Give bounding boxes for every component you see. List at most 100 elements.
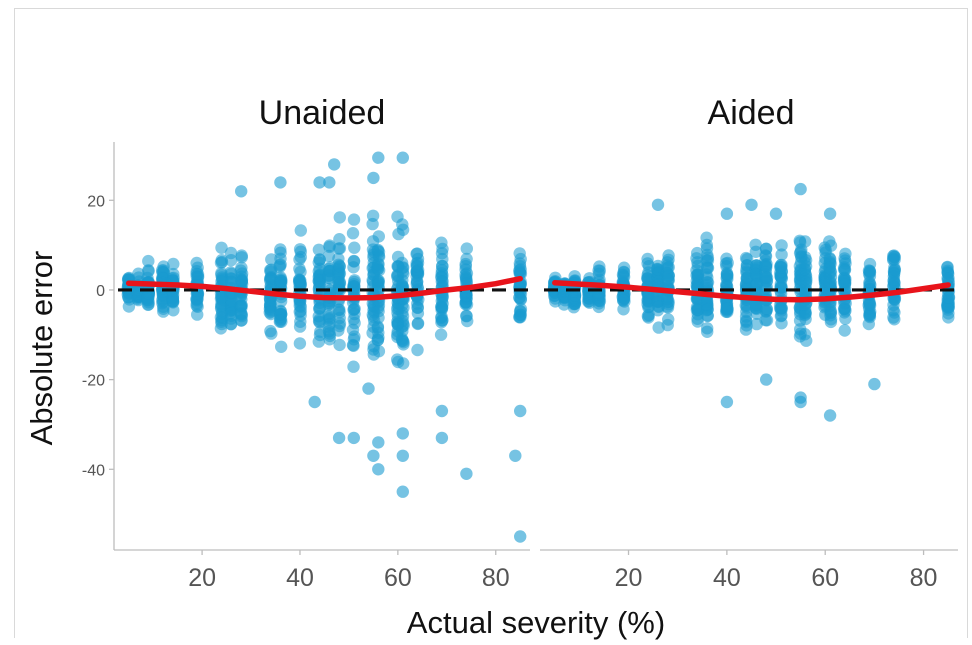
data-point-outlier <box>823 409 837 422</box>
data-point <box>397 338 410 351</box>
data-point <box>798 235 812 248</box>
x-ticks-unaided: 20 40 60 80 <box>188 550 510 592</box>
data-point <box>371 333 384 347</box>
data-point <box>436 242 449 256</box>
data-point <box>323 240 336 254</box>
data-point <box>798 262 812 276</box>
data-point <box>294 274 307 287</box>
data-point <box>774 282 788 295</box>
data-point-outlier <box>347 431 360 445</box>
data-point-outlier <box>396 151 409 164</box>
data-point <box>701 248 714 262</box>
data-point <box>346 323 360 336</box>
data-point <box>436 252 449 266</box>
data-point <box>410 247 423 261</box>
data-point <box>397 317 410 331</box>
data-point <box>568 289 582 302</box>
data-point-outlier <box>435 431 449 445</box>
data-point <box>214 302 228 315</box>
data-point <box>690 303 704 317</box>
data-point <box>888 263 901 277</box>
data-point <box>224 312 238 325</box>
y-tick-label: -40 <box>82 462 105 479</box>
data-point <box>191 289 204 302</box>
data-point-outlier <box>509 449 522 462</box>
data-point-outlier <box>745 198 758 211</box>
data-point <box>775 239 788 252</box>
data-point <box>760 302 773 315</box>
data-point <box>323 333 336 346</box>
panel-title-unaided: Unaided <box>259 94 386 132</box>
data-point <box>513 291 526 304</box>
x-tick-label: 40 <box>713 564 741 592</box>
data-point-outlier <box>372 151 385 164</box>
x-tick-label: 60 <box>384 564 412 592</box>
data-point <box>312 335 325 348</box>
data-point <box>838 306 851 319</box>
y-tick-label: 0 <box>96 283 105 300</box>
data-point <box>293 262 306 275</box>
data-point <box>264 305 277 318</box>
data-point <box>322 310 336 323</box>
data-point-outlier <box>332 431 346 445</box>
data-point <box>167 304 180 317</box>
x-tick-label: 40 <box>286 564 314 592</box>
data-point-outlier <box>313 176 326 189</box>
data-point <box>293 337 307 350</box>
data-point <box>395 256 409 270</box>
data-point <box>410 275 424 288</box>
data-point <box>592 300 605 314</box>
data-point <box>141 291 154 305</box>
data-point <box>224 246 238 260</box>
data-point <box>191 271 205 284</box>
data-point <box>166 293 179 306</box>
data-point <box>701 309 714 322</box>
data-point <box>435 275 448 288</box>
data-point <box>313 262 326 275</box>
x-tick-label: 60 <box>811 564 839 592</box>
data-point-outlier <box>514 404 527 418</box>
data-point <box>775 317 788 330</box>
data-point-outlier <box>823 207 837 220</box>
data-point <box>942 291 956 304</box>
data-point <box>411 301 424 314</box>
data-point <box>721 302 734 315</box>
data-point <box>749 238 762 251</box>
data-point <box>800 272 813 286</box>
data-point <box>592 264 605 277</box>
data-point <box>215 241 228 254</box>
data-point <box>235 251 248 264</box>
data-point <box>411 317 424 331</box>
data-point <box>749 301 763 315</box>
data-point <box>348 307 361 321</box>
data-point-outlier <box>435 404 449 418</box>
data-point <box>346 227 360 240</box>
y-tick-label: 20 <box>87 193 105 210</box>
data-point <box>347 261 360 274</box>
data-point <box>514 305 527 318</box>
data-point <box>235 307 248 321</box>
data-point <box>513 247 526 260</box>
data-point <box>617 294 630 307</box>
data-point <box>775 248 788 261</box>
data-point <box>823 235 836 248</box>
data-point-outlier <box>396 449 409 462</box>
data-point <box>347 360 360 373</box>
data-point-outlier <box>372 436 385 449</box>
data-point <box>191 261 204 274</box>
data-point-outlier <box>308 395 321 409</box>
x-ticks-aided: 20 40 60 80 <box>615 550 938 592</box>
data-point-outlier <box>367 171 380 185</box>
data-point <box>691 256 704 269</box>
data-point <box>333 211 346 224</box>
x-tick-label: 80 <box>910 564 938 592</box>
data-point <box>313 313 326 326</box>
data-point <box>690 278 703 292</box>
data-point <box>275 340 288 353</box>
data-point <box>863 297 876 311</box>
data-point <box>333 242 347 255</box>
data-point <box>662 297 675 311</box>
panel-title-aided: Aided <box>708 94 795 132</box>
data-point <box>701 271 714 284</box>
data-point <box>461 314 474 328</box>
